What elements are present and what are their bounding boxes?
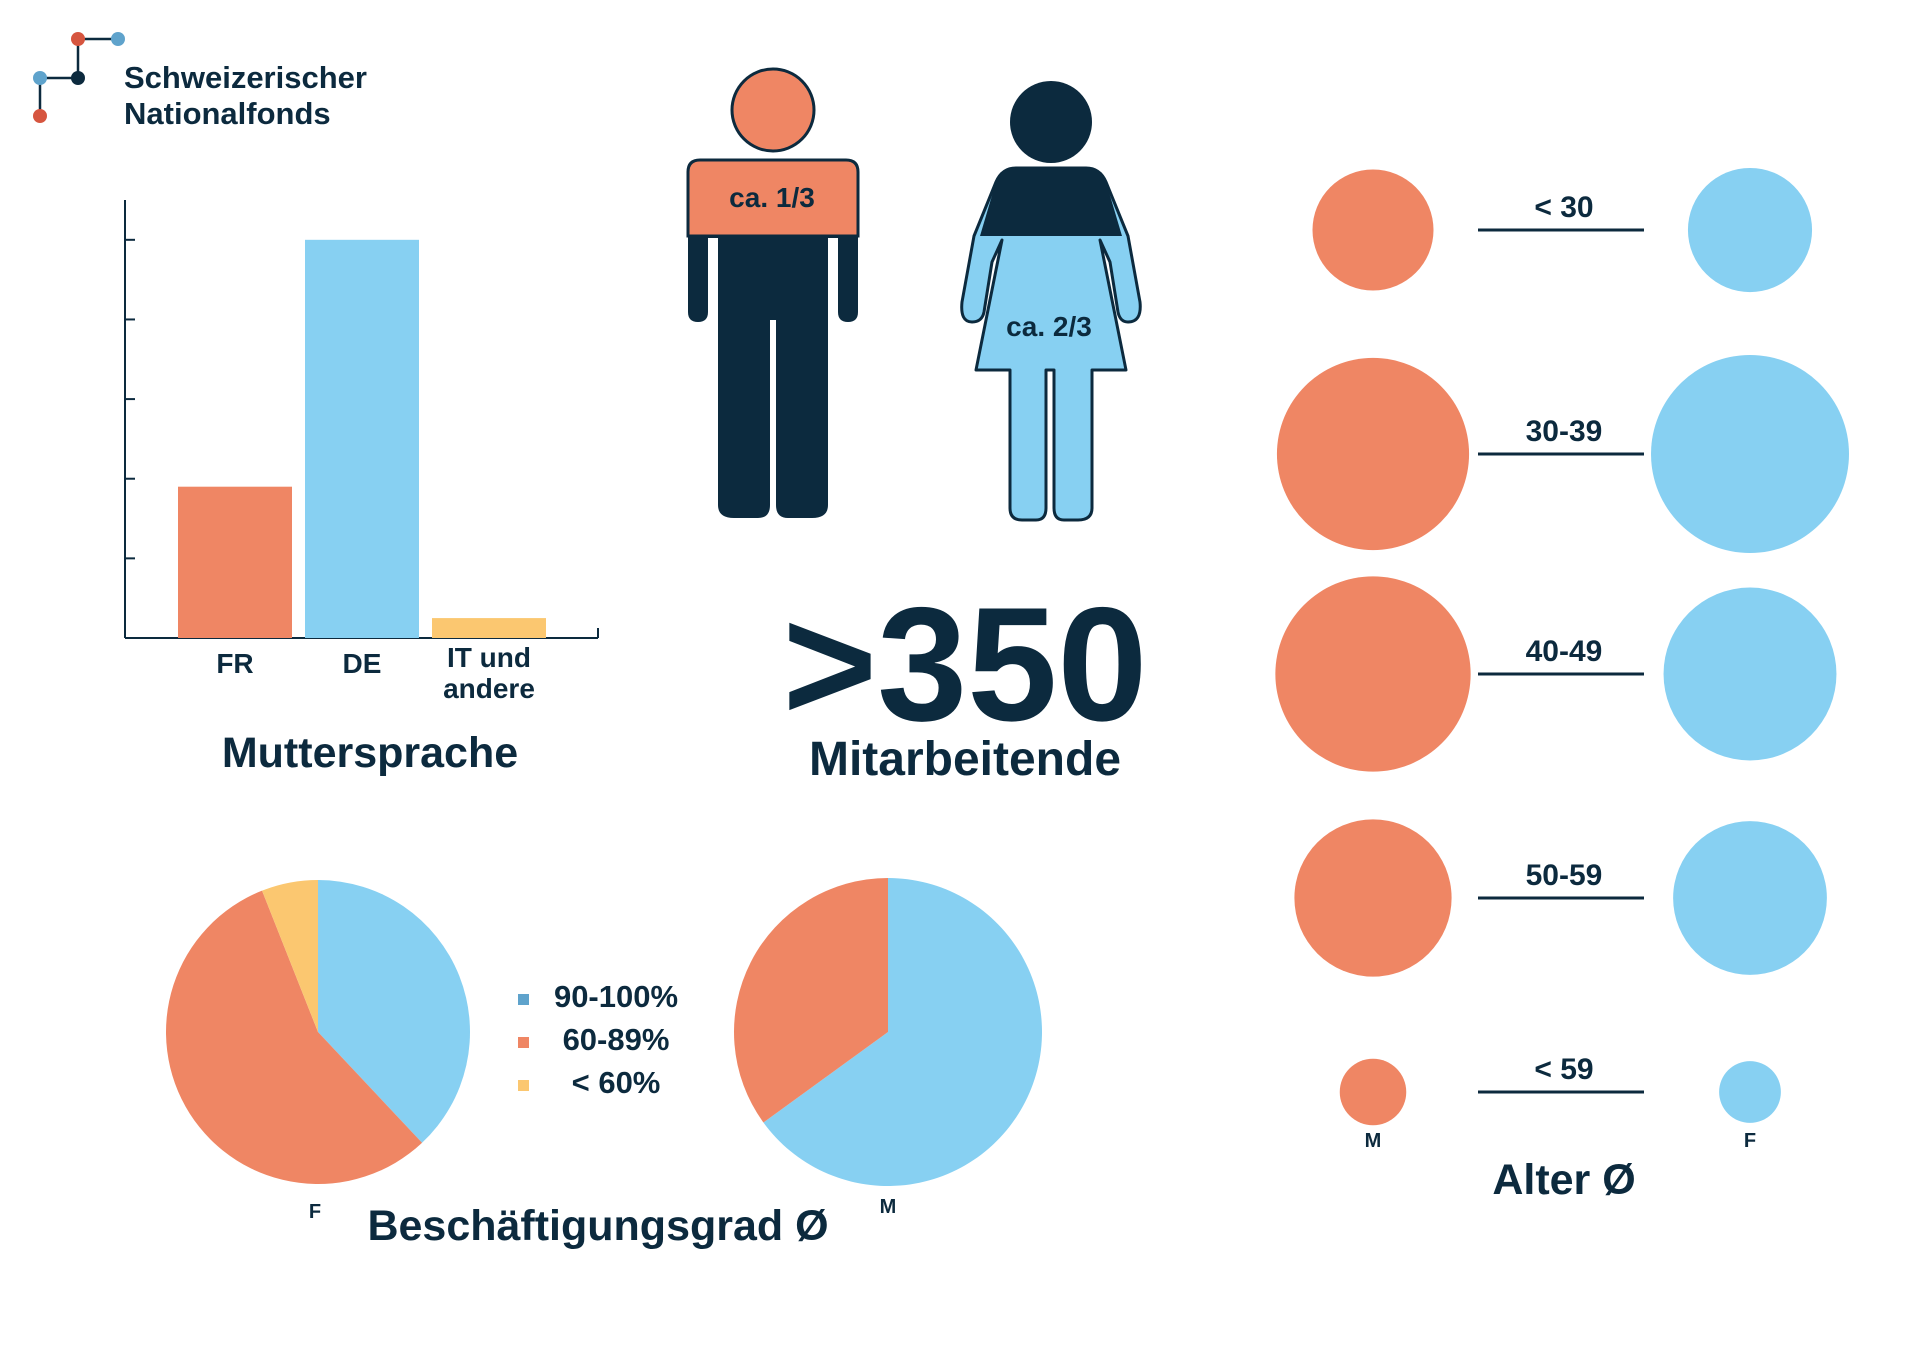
bubble-group-label-f: F (1744, 1130, 1756, 1152)
bar-chart-title: Muttersprache (222, 729, 518, 777)
female-figure-icon: ca. 2/3 (960, 81, 1142, 522)
pie-m (734, 878, 1042, 1187)
male-share-label: ca. 1/3 (729, 182, 815, 213)
pie-chart-title: Beschäftigungsgrad Ø (367, 1202, 828, 1250)
bar-category-label: FR (216, 648, 253, 679)
bar-de (305, 239, 419, 638)
bubble-f-3 (1673, 821, 1827, 975)
bubble-category-label-3: 50-59 (1526, 859, 1603, 892)
pie-m-label: M (880, 1196, 897, 1218)
bubble-f-0 (1687, 167, 1813, 293)
bar-category-label: DE (343, 648, 382, 679)
bubble-m-1 (1276, 357, 1470, 551)
pie-m-slice-0 (763, 878, 1042, 1187)
bubble-f-4 (1719, 1061, 1781, 1123)
logo-dot-bottom (33, 109, 47, 123)
logo-text-line2: Nationalfonds (124, 96, 331, 131)
pie-chart-beschaeftigungsgrad: F M 90-100% 60-89% < 60% Beschäftigungsgrad Ø (166, 878, 1042, 1250)
bubble-category-label-4: < 59 (1534, 1053, 1593, 1086)
logo-text-line1: Schweizerischer (124, 60, 367, 95)
logo-dot-top (71, 32, 85, 46)
logo-dot-center (71, 71, 85, 85)
male-figure-icon: ca. 1/3 (686, 67, 860, 518)
bubble-m-2 (1275, 576, 1471, 772)
bubble-m-0 (1312, 169, 1434, 291)
legend-label-2: < 60% (572, 1065, 661, 1100)
legend-label-0: 90-100% (554, 979, 678, 1014)
logo-dot-top-right (111, 32, 125, 46)
headline-label: Mitarbeitende (809, 733, 1121, 786)
pie-f-slice-2 (262, 880, 318, 1032)
bubble-m-3 (1294, 819, 1452, 977)
legend-swatch-1 (518, 1037, 529, 1048)
pie-legend: 90-100% 60-89% < 60% (518, 979, 678, 1100)
bubble-group-label-m: M (1365, 1130, 1382, 1152)
logo: Schweizerischer Nationalfonds (33, 32, 367, 131)
bar-chart-muttersprache: FR DE IT und andere Muttersprache (124, 200, 599, 777)
bar-category-label: IT und andere (443, 642, 535, 704)
legend-swatch-2 (518, 1080, 529, 1091)
pie-f-slice-1 (166, 890, 423, 1184)
bubble-f-1 (1651, 355, 1849, 553)
legend-label-1: 60-89% (563, 1022, 670, 1057)
pie-f-label: F (309, 1201, 321, 1223)
bubble-category-label-2: 40-49 (1526, 635, 1603, 668)
female-share-label: ca. 2/3 (1006, 311, 1092, 342)
bar-it-und-andere (432, 618, 546, 638)
legend-swatch-0 (518, 994, 529, 1005)
headline-number: >350 (783, 574, 1148, 755)
bubble-m-4 (1339, 1058, 1407, 1126)
pie-f-slice-0 (318, 880, 470, 1143)
pie-f (166, 880, 470, 1184)
bubble-f-2 (1663, 587, 1837, 761)
bubble-chart-title: Alter Ø (1492, 1156, 1635, 1204)
bubble-category-label-0: < 30 (1534, 191, 1593, 224)
bar-fr (178, 486, 292, 638)
bubble-category-label-1: 30-39 (1526, 415, 1603, 448)
pie-m-slice-1 (734, 878, 888, 1123)
logo-dot-left (33, 71, 47, 85)
bubble-chart-alter: < 30 30-39 40-49 50-59 < 59 M F Alter Ø (1275, 167, 1849, 1204)
